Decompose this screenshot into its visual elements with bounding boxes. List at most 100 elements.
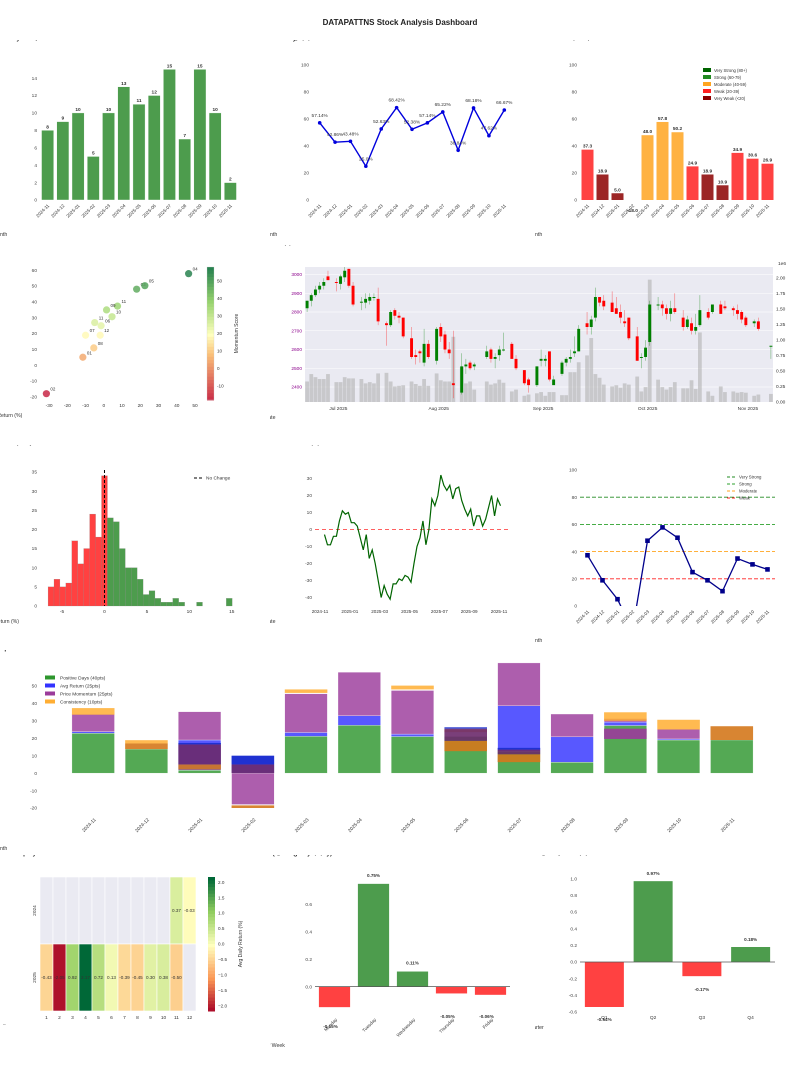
point-label: 52.63% bbox=[373, 119, 390, 125]
volume-bar bbox=[585, 355, 589, 402]
candle bbox=[589, 319, 593, 327]
bar-label: -0.54% bbox=[597, 1017, 612, 1022]
hist-bar bbox=[154, 598, 162, 607]
stack-segment bbox=[550, 761, 594, 774]
candle bbox=[418, 351, 422, 354]
bar bbox=[671, 132, 684, 200]
hist-bar bbox=[65, 582, 72, 607]
bar bbox=[761, 163, 774, 200]
x-tick: 2025-07 bbox=[157, 203, 173, 219]
data-point bbox=[456, 148, 460, 153]
x-tick: Thursday bbox=[438, 1017, 456, 1035]
candle bbox=[723, 306, 727, 309]
y-tick: 60 bbox=[32, 268, 38, 274]
colorbar-label: Momentum Score bbox=[234, 314, 240, 354]
x-tick: 11 bbox=[174, 1015, 179, 1021]
y-tick: 35 bbox=[32, 470, 38, 476]
chart-title: Monthly Momentum Scores bbox=[535, 40, 577, 42]
x-tick: 2025-11 bbox=[755, 203, 771, 219]
volume-bar bbox=[305, 381, 309, 402]
bar-label: -0.06% bbox=[479, 1014, 494, 1019]
price-tick: 2600 bbox=[291, 347, 302, 353]
x-tick: 20 bbox=[138, 403, 144, 409]
x-tick: 30 bbox=[156, 403, 162, 409]
x-tick: 5 bbox=[97, 1015, 100, 1021]
bar bbox=[474, 986, 507, 995]
cell-label: 2.17 bbox=[81, 975, 90, 980]
y-tick: 40 bbox=[304, 144, 310, 150]
chart-title: Daily Returns Distribution bbox=[0, 445, 39, 447]
x-tick: -5 bbox=[60, 609, 65, 615]
volume-bar bbox=[409, 381, 414, 402]
stack-segment bbox=[391, 690, 434, 735]
cell-label: -0.45 bbox=[132, 975, 143, 980]
data-point bbox=[317, 121, 322, 125]
stack-segment bbox=[178, 764, 221, 770]
x-tick: 2025-07 bbox=[430, 203, 446, 219]
scatter-point bbox=[102, 306, 111, 314]
x-axis-label: Day of Week bbox=[270, 1043, 285, 1049]
hist-bar bbox=[125, 567, 132, 607]
volume-bar bbox=[539, 392, 543, 402]
y-tick: 30 bbox=[32, 315, 38, 321]
y-tick: 0.8 bbox=[570, 893, 577, 899]
candle bbox=[510, 343, 514, 359]
bar-label: 30.6 bbox=[748, 153, 758, 159]
volume-bar bbox=[718, 386, 723, 402]
x-tick: 2025-04 bbox=[384, 203, 400, 219]
volume-bar bbox=[710, 395, 715, 402]
y-tick: 80 bbox=[304, 90, 310, 96]
y-axis-label: Average Daily Return (%) bbox=[270, 855, 323, 857]
stack-segment bbox=[71, 714, 115, 732]
x-tick: -20 bbox=[64, 403, 71, 409]
y-tick: -20 bbox=[30, 395, 37, 401]
volume-bar bbox=[568, 372, 573, 402]
volume-bar bbox=[447, 381, 452, 402]
x-axis-label: Quarter bbox=[535, 1025, 544, 1031]
x-tick: 2025-09 bbox=[613, 817, 630, 834]
chart-day-of-week: Day of Week Returns (Trading Days Only) D… bbox=[270, 855, 535, 1066]
volume-bar bbox=[706, 391, 711, 402]
y-tick: 0 bbox=[34, 604, 37, 610]
heatmap-cell bbox=[130, 876, 145, 945]
y-axis-label: Price (₹) bbox=[271, 245, 291, 247]
data-point bbox=[348, 139, 353, 144]
colorbar bbox=[206, 266, 215, 401]
point-label: 11 bbox=[122, 299, 127, 304]
y-tick: 40 bbox=[572, 549, 578, 555]
cell-label: 0.38 bbox=[159, 975, 168, 980]
point-label: 25.0% bbox=[359, 156, 373, 162]
candle bbox=[690, 323, 693, 331]
stack-segment bbox=[71, 733, 115, 774]
bar-label: -18.0 bbox=[627, 208, 638, 214]
y-axis-label: Momentum Score (0-100) bbox=[535, 40, 590, 42]
bar-label: 10 bbox=[106, 107, 112, 113]
data-marker bbox=[735, 556, 740, 561]
volume-bar bbox=[346, 378, 351, 402]
candle bbox=[769, 345, 773, 347]
volume-bar bbox=[756, 394, 761, 402]
candle bbox=[543, 358, 547, 361]
candle bbox=[564, 358, 568, 363]
candle bbox=[660, 304, 664, 309]
colorbar-tick: 0.5 bbox=[218, 926, 225, 931]
volume-bar bbox=[509, 391, 514, 402]
colorbar-tick: 10 bbox=[217, 349, 223, 354]
y-tick: 0.4 bbox=[305, 930, 312, 936]
stack-segment bbox=[550, 736, 594, 763]
cell-label: 0.37 bbox=[172, 908, 181, 913]
candle bbox=[514, 358, 518, 369]
y-axis-label: Cumulative Return (%) bbox=[270, 445, 320, 447]
x-tick: 2025-08 bbox=[560, 817, 577, 834]
scatter-point bbox=[133, 285, 141, 293]
x-tick: 2025-03 bbox=[96, 203, 112, 219]
chart-returns-heatmap: Monthly Returns Heatmap by Year Month Year… bbox=[0, 855, 270, 1025]
volume-bar bbox=[664, 389, 669, 402]
x-axis-label: Month bbox=[0, 232, 7, 238]
x-tick: Q2 bbox=[650, 1015, 657, 1021]
stack-segment bbox=[497, 662, 541, 706]
bar-label: 10 bbox=[75, 107, 81, 113]
bar-label: -0.15% bbox=[323, 1024, 338, 1029]
volume-bar bbox=[551, 392, 556, 402]
y-tick: 30 bbox=[32, 719, 38, 725]
